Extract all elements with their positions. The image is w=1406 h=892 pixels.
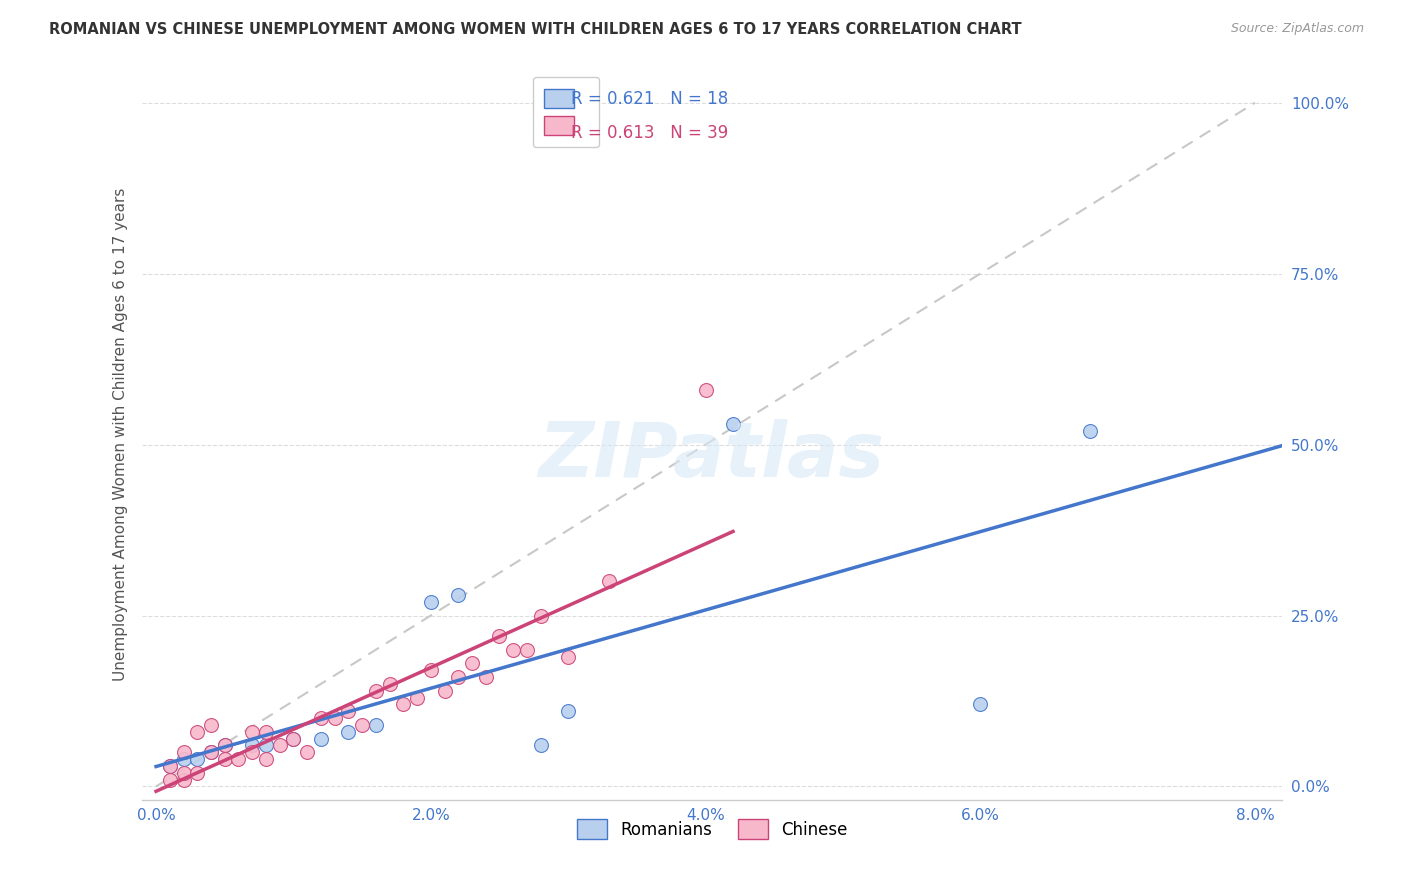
Point	[173, 745, 195, 759]
Point	[447, 588, 470, 602]
Point	[433, 683, 456, 698]
Point	[502, 642, 524, 657]
Point	[186, 765, 208, 780]
Point	[309, 731, 332, 746]
Point	[269, 739, 291, 753]
Point	[200, 718, 222, 732]
Point	[214, 752, 236, 766]
Point	[200, 745, 222, 759]
Legend: , : ,	[533, 77, 599, 147]
Point	[283, 731, 305, 746]
Point	[406, 690, 429, 705]
Point	[173, 752, 195, 766]
Point	[419, 663, 441, 677]
Point	[214, 739, 236, 753]
Text: ROMANIAN VS CHINESE UNEMPLOYMENT AMONG WOMEN WITH CHILDREN AGES 6 TO 17 YEARS CO: ROMANIAN VS CHINESE UNEMPLOYMENT AMONG W…	[49, 22, 1022, 37]
Point	[254, 739, 277, 753]
Point	[530, 739, 553, 753]
Point	[323, 711, 346, 725]
Point	[159, 759, 181, 773]
Point	[159, 772, 181, 787]
Point	[283, 731, 305, 746]
Point	[214, 739, 236, 753]
Text: ZIPatlas: ZIPatlas	[540, 419, 886, 493]
Point	[173, 772, 195, 787]
Point	[364, 718, 387, 732]
Point	[419, 595, 441, 609]
Point	[240, 724, 263, 739]
Text: R = 0.621   N = 18: R = 0.621 N = 18	[571, 90, 728, 108]
Point	[461, 657, 484, 671]
Point	[530, 608, 553, 623]
Text: Source: ZipAtlas.com: Source: ZipAtlas.com	[1230, 22, 1364, 36]
Point	[352, 718, 374, 732]
Point	[364, 683, 387, 698]
Point	[295, 745, 318, 759]
Point	[254, 724, 277, 739]
Point	[186, 752, 208, 766]
Text: R = 0.613   N = 39: R = 0.613 N = 39	[571, 124, 728, 142]
Point	[159, 759, 181, 773]
Point	[200, 745, 222, 759]
Point	[228, 752, 250, 766]
Point	[969, 698, 991, 712]
Point	[488, 629, 510, 643]
Point	[474, 670, 496, 684]
Point	[516, 642, 538, 657]
Point	[337, 724, 360, 739]
Point	[254, 752, 277, 766]
Point	[695, 383, 717, 397]
Point	[337, 704, 360, 718]
Point	[557, 649, 579, 664]
Point	[721, 417, 744, 431]
Point	[240, 739, 263, 753]
Point	[309, 711, 332, 725]
Point	[598, 574, 620, 589]
Point	[392, 698, 415, 712]
Point	[1078, 424, 1101, 438]
Point	[447, 670, 470, 684]
Y-axis label: Unemployment Among Women with Children Ages 6 to 17 years: Unemployment Among Women with Children A…	[114, 187, 128, 681]
Point	[173, 765, 195, 780]
Point	[186, 724, 208, 739]
Point	[378, 677, 401, 691]
Point	[240, 745, 263, 759]
Point	[557, 704, 579, 718]
